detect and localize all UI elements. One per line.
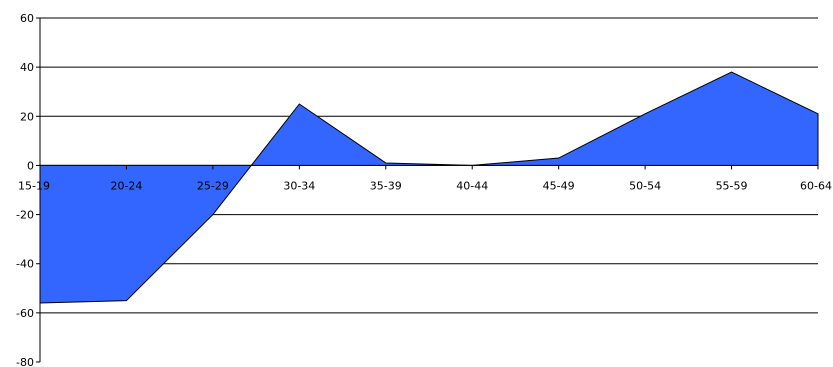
y-tick-label: -40 — [16, 258, 34, 271]
y-axis-ticks: -80 -60 -40 -20 0 20 40 60 — [16, 12, 40, 367]
x-tick-label: 20-24 — [110, 179, 142, 192]
x-axis-ticks: 15-19 20-24 25-29 30-34 35-39 40-44 45-49 50-54… — [18, 165, 832, 192]
x-tick-label: 55-59 — [716, 179, 748, 192]
y-tick-label: 0 — [27, 159, 34, 172]
x-tick-label: 30-34 — [283, 179, 315, 192]
x-tick-label: 40-44 — [456, 179, 488, 192]
area-series — [39, 71, 819, 304]
y-tick-label: -20 — [16, 209, 34, 222]
x-tick-label: 50-54 — [629, 179, 661, 192]
x-tick-label: 25-29 — [197, 179, 229, 192]
y-tick-label: 60 — [20, 12, 34, 25]
y-tick-label: -80 — [16, 356, 34, 367]
y-tick-label: 20 — [20, 110, 34, 123]
y-tick-label: 40 — [20, 61, 34, 74]
x-tick-label: 35-39 — [370, 179, 402, 192]
x-tick-label: 15-19 — [18, 179, 50, 192]
x-tick-label: 45-49 — [543, 179, 575, 192]
x-tick-label: 60-64 — [800, 179, 832, 192]
y-tick-label: -60 — [16, 307, 34, 320]
